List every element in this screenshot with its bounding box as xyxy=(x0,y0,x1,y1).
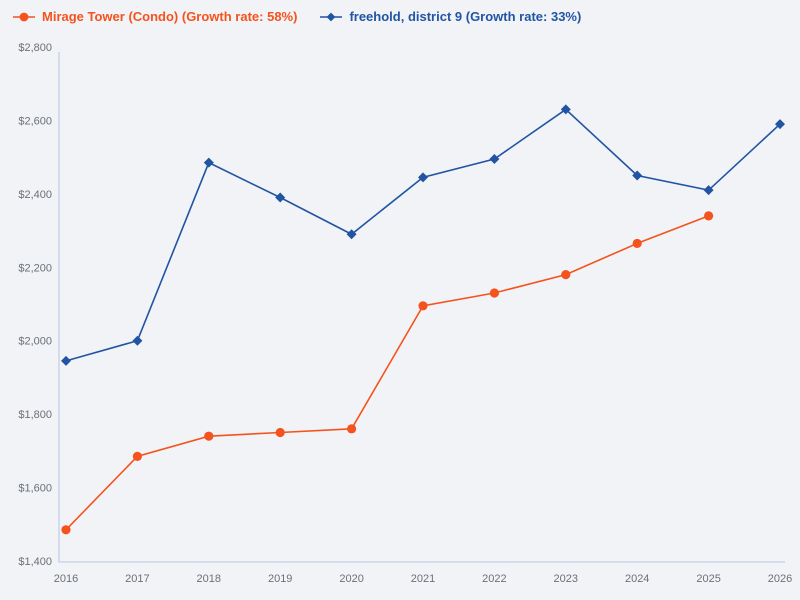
data-point-diamond[interactable] xyxy=(61,355,71,366)
data-point-diamond[interactable] xyxy=(632,170,643,181)
legend-item-freehold-district-9[interactable]: freehold, district 9 (Growth rate: 33%) xyxy=(319,9,581,24)
axes xyxy=(58,52,785,563)
data-point-circle[interactable] xyxy=(347,424,357,434)
y-tick-label: $2,600 xyxy=(18,115,52,127)
y-tick-label: $2,400 xyxy=(18,189,52,201)
data-point-circle[interactable] xyxy=(204,431,214,441)
x-tick-label: 2021 xyxy=(411,573,435,585)
data-point-diamond[interactable] xyxy=(560,104,571,115)
data-point-diamond[interactable] xyxy=(703,185,714,196)
x-tick-label: 2018 xyxy=(197,573,221,585)
y-tick-label: $1,600 xyxy=(18,483,52,495)
data-point-circle[interactable] xyxy=(418,301,428,311)
data-point-diamond[interactable] xyxy=(132,335,143,346)
y-tick-label: $2,800 xyxy=(18,42,52,54)
legend-label-mirage-tower: Mirage Tower (Condo) (Growth rate: 58%) xyxy=(42,9,298,24)
data-point-diamond[interactable] xyxy=(418,172,428,183)
data-point-circle[interactable] xyxy=(132,451,142,461)
series-line-1 xyxy=(65,108,781,362)
data-point-circle[interactable] xyxy=(61,525,71,535)
data-point-diamond[interactable] xyxy=(775,119,785,130)
y-tick-label: $1,800 xyxy=(18,409,52,421)
x-tick-label: 2020 xyxy=(339,573,363,585)
data-point-diamond[interactable] xyxy=(346,229,357,240)
x-tick-label: 2024 xyxy=(625,573,649,585)
y-tick-label: $2,000 xyxy=(18,336,52,348)
data-point-diamond[interactable] xyxy=(489,153,500,164)
x-tick-label: 2022 xyxy=(482,573,506,585)
y-tick-label: $1,400 xyxy=(18,556,52,568)
x-tick-label: 2025 xyxy=(696,573,720,585)
data-point-circle[interactable] xyxy=(561,270,571,280)
data-point-circle[interactable] xyxy=(704,211,714,221)
data-point-circle[interactable] xyxy=(275,427,285,438)
x-tick-label: 2023 xyxy=(554,573,578,585)
diamond-marker-icon xyxy=(320,12,343,21)
circle-marker-icon xyxy=(13,12,35,21)
x-tick-label: 2016 xyxy=(54,573,78,585)
x-tick-label: 2017 xyxy=(125,573,149,585)
data-point-circle[interactable] xyxy=(632,238,642,249)
series-line-0 xyxy=(65,215,709,531)
data-point-diamond[interactable] xyxy=(275,192,286,203)
x-tick-label: 2019 xyxy=(268,573,292,585)
data-point-circle[interactable] xyxy=(489,288,499,298)
y-tick-label: $2,200 xyxy=(18,262,52,274)
legend-label-freehold-district-9: freehold, district 9 (Growth rate: 33%) xyxy=(349,9,582,24)
chart-legend: Mirage Tower (Condo) (Growth rate: 58%) … xyxy=(12,9,581,24)
legend-item-mirage-tower-condo[interactable]: Mirage Tower (Condo) (Growth rate: 58%) xyxy=(12,9,297,24)
x-tick-label: 2026 xyxy=(768,573,792,585)
data-point-diamond[interactable] xyxy=(203,157,214,168)
